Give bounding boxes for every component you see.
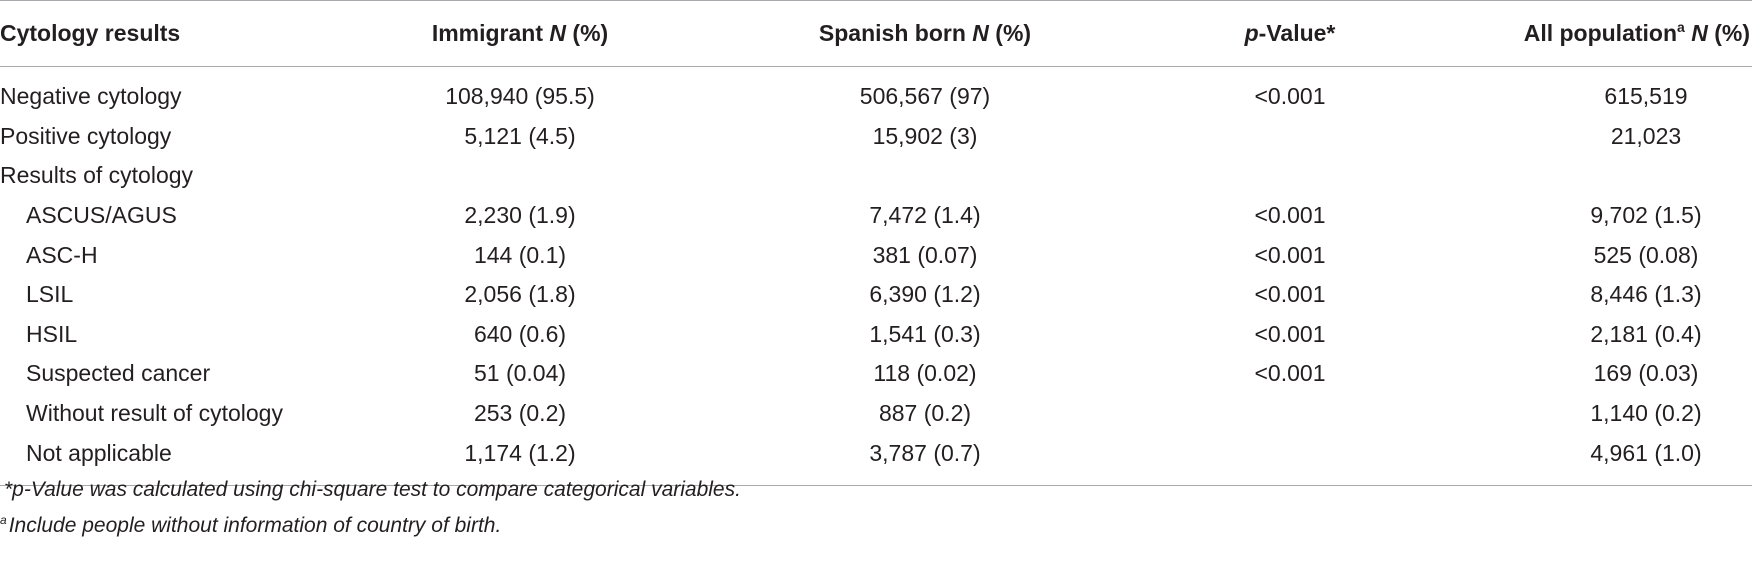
table-row: Without result of cytology 253 (0.2) 887… xyxy=(0,394,1752,434)
header-p-value: p-Value* xyxy=(1244,20,1336,46)
row-label: Without result of cytology xyxy=(26,400,283,427)
all-population-value xyxy=(1500,156,1752,196)
header-spanish-born: Spanish born N (%) xyxy=(818,20,1032,46)
immigrant-value: 2,056 (1.8) xyxy=(464,281,576,308)
all-population-value: 4,961 (1.0) xyxy=(1590,439,1702,466)
table-row: ASC-H 144 (0.1) 381 (0.07) <0.001 525 (0… xyxy=(0,235,1752,275)
table-row: ASCUS/AGUS 2,230 (1.9) 7,472 (1.4) <0.00… xyxy=(0,196,1752,236)
footnote-marker: a xyxy=(0,513,7,527)
immigrant-value: 108,940 (95.5) xyxy=(445,83,595,110)
spanish-born-value: 7,472 (1.4) xyxy=(869,202,981,229)
all-population-value: 9,702 (1.5) xyxy=(1590,202,1702,229)
p-value: <0.001 xyxy=(1254,281,1326,308)
immigrant-value: 253 (0.2) xyxy=(473,400,567,427)
table-row: HSIL 640 (0.6) 1,541 (0.3) <0.001 2,181 … xyxy=(0,315,1752,355)
p-value: <0.001 xyxy=(1254,202,1326,229)
immigrant-value: 1,174 (1.2) xyxy=(464,439,576,466)
footnote-all-population: aInclude people without information of c… xyxy=(0,514,501,538)
immigrant-value: 5,121 (4.5) xyxy=(464,122,576,149)
p-value xyxy=(1160,156,1500,196)
immigrant-value: 51 (0.04) xyxy=(473,360,567,387)
immigrant-value: 640 (0.6) xyxy=(473,320,567,347)
immigrant-value: 2,230 (1.9) xyxy=(464,202,576,229)
immigrant-value: 144 (0.1) xyxy=(473,241,567,268)
row-label: ASCUS/AGUS xyxy=(26,202,177,229)
p-value: <0.001 xyxy=(1254,320,1326,347)
header-immigrant: Immigrant N (%) xyxy=(431,20,609,46)
spanish-born-value: 381 (0.07) xyxy=(872,241,978,268)
p-value: <0.001 xyxy=(1254,241,1326,268)
all-population-value: 8,446 (1.3) xyxy=(1590,281,1702,308)
table-row: Negative cytology 108,940 (95.5) 506,567… xyxy=(0,67,1752,117)
header-all-population: All populationa N (%) xyxy=(1523,19,1750,46)
spanish-born-value: 6,390 (1.2) xyxy=(869,281,981,308)
row-label: Positive cytology xyxy=(0,122,172,149)
all-population-value: 21,023 xyxy=(1610,122,1682,149)
header-row: Cytology results Immigrant N (%) Spanish… xyxy=(0,0,1752,67)
all-population-value: 169 (0.03) xyxy=(1593,360,1699,387)
header-cytology-results: Cytology results xyxy=(0,20,181,46)
table-row: Results of cytology xyxy=(0,156,1752,196)
p-value xyxy=(1160,117,1500,157)
row-label: Negative cytology xyxy=(0,83,182,110)
row-label: HSIL xyxy=(26,320,78,347)
table-row: Suspected cancer 51 (0.04) 118 (0.02) <0… xyxy=(0,354,1752,394)
row-label: Not applicable xyxy=(26,439,172,466)
row-label: Results of cytology xyxy=(0,162,194,189)
all-population-value: 525 (0.08) xyxy=(1593,241,1699,268)
p-value: <0.001 xyxy=(1254,360,1326,387)
spanish-born-value: 3,787 (0.7) xyxy=(869,439,981,466)
immigrant-value xyxy=(360,156,800,196)
table-row: LSIL 2,056 (1.8) 6,390 (1.2) <0.001 8,44… xyxy=(0,275,1752,315)
spanish-born-value: 118 (0.02) xyxy=(873,360,977,387)
p-value xyxy=(1160,433,1500,485)
all-population-value: 615,519 xyxy=(1604,83,1688,110)
all-population-value: 1,140 (0.2) xyxy=(1590,400,1702,427)
table-row: Positive cytology 5,121 (4.5) 15,902 (3)… xyxy=(0,117,1752,157)
cytology-results-table: Cytology results Immigrant N (%) Spanish… xyxy=(0,0,1752,486)
spanish-born-value: 506,567 (97) xyxy=(859,83,991,110)
row-label: Suspected cancer xyxy=(26,360,211,387)
p-value: <0.001 xyxy=(1254,83,1326,110)
row-label: LSIL xyxy=(26,281,74,308)
table-body: Negative cytology 108,940 (95.5) 506,567… xyxy=(0,67,1752,486)
table-row: Not applicable 1,174 (1.2) 3,787 (0.7) 4… xyxy=(0,433,1752,486)
footnote-text: Include people without information of co… xyxy=(8,514,502,537)
spanish-born-value: 887 (0.2) xyxy=(878,400,972,427)
p-value xyxy=(1160,394,1500,434)
spanish-born-value xyxy=(800,156,1160,196)
all-population-value: 2,181 (0.4) xyxy=(1590,320,1702,347)
spanish-born-value: 15,902 (3) xyxy=(872,122,978,149)
row-label: ASC-H xyxy=(26,241,98,268)
spanish-born-value: 1,541 (0.3) xyxy=(869,320,981,347)
footnote-p-value: *p-Value was calculated using chi-square… xyxy=(4,478,741,501)
